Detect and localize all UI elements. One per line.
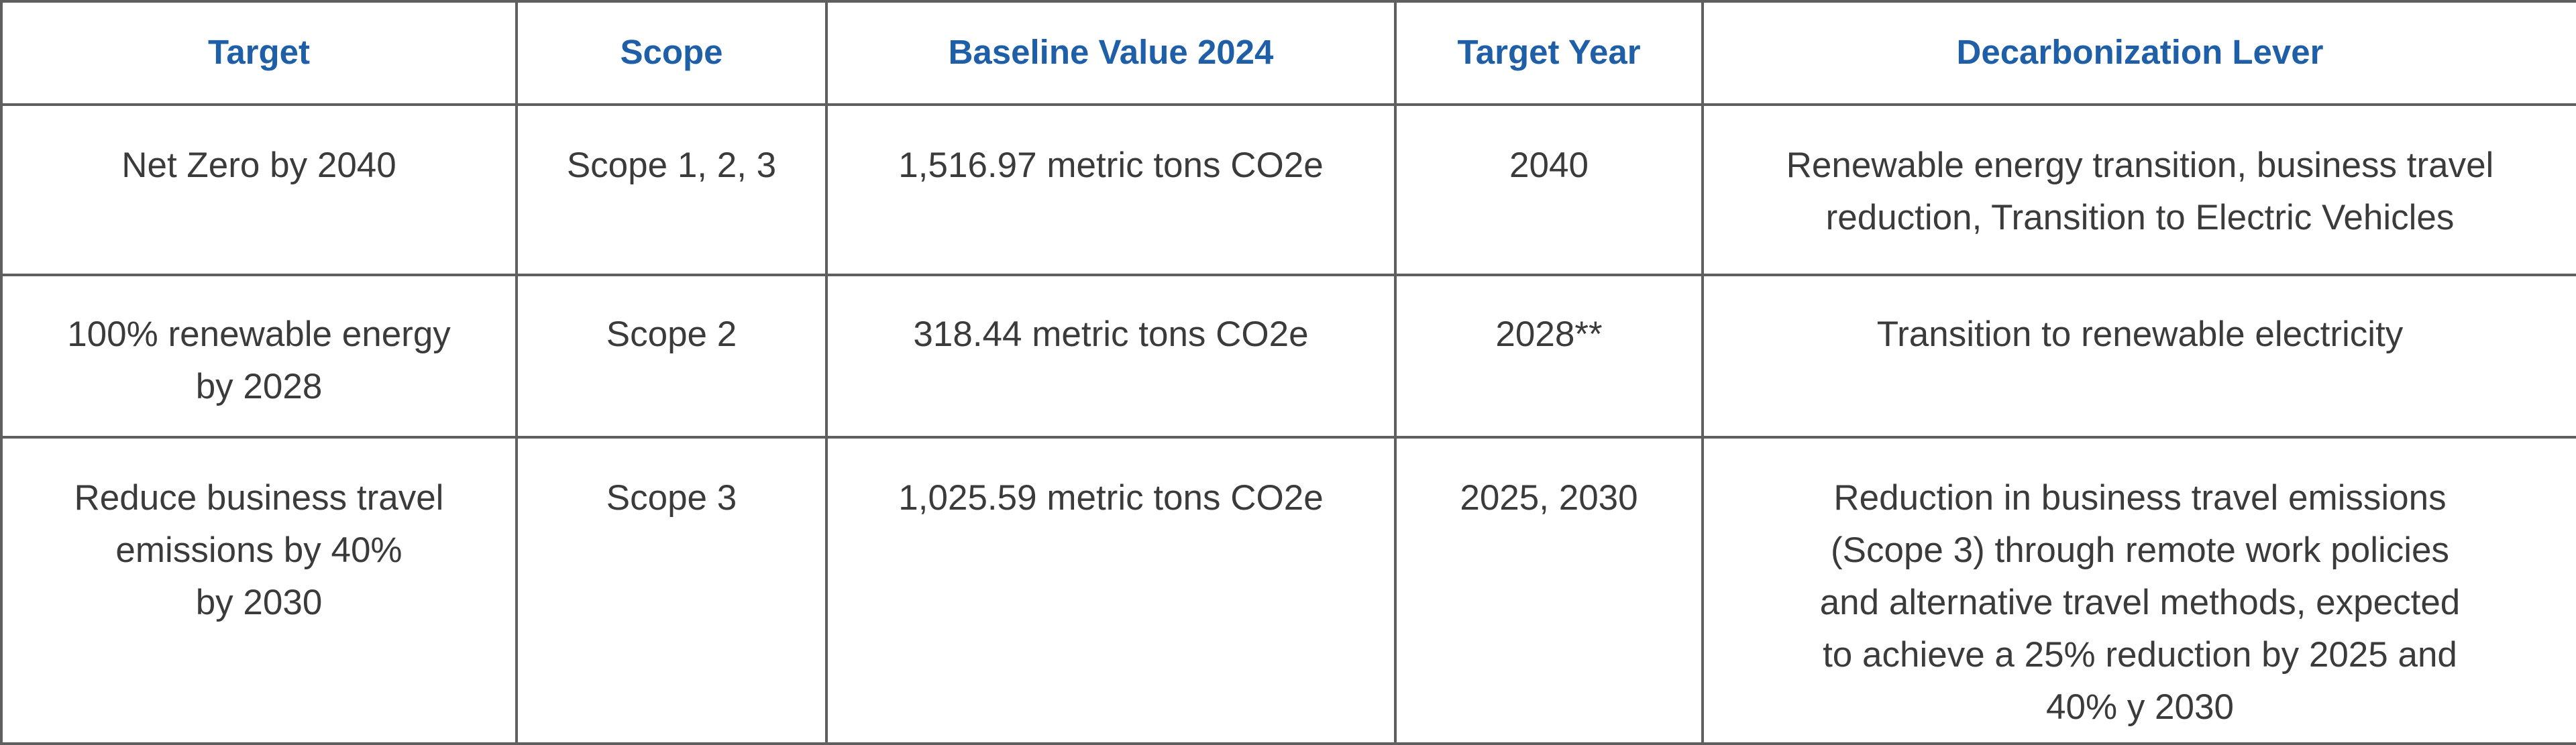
cell-baseline: 1,516.97 metric tons CO2e [825, 103, 1397, 276]
header-target-year: Target Year [1394, 0, 1704, 106]
cell-text: Reduce business travel [74, 478, 444, 518]
header-row: Target Scope Baseline Value 2024 Target … [0, 0, 2576, 106]
cell-text: Transition to renewable electricity [1876, 314, 2404, 354]
cell-scope: Scope 2 [515, 274, 828, 439]
header-scope: Scope [515, 0, 828, 106]
cell-text: (Scope 3) through remote work policies [1830, 530, 2450, 570]
header-decarbonization-lever: Decarbonization Lever [1701, 0, 2576, 106]
cell-text: to achieve a 25% reduction by 2025 and [1823, 635, 2457, 675]
cell-text: Renewable energy transition, business tr… [1786, 146, 2494, 185]
cell-year: 2025, 2030 [1394, 436, 1704, 745]
cell-text: by 2028 [195, 367, 323, 406]
cell-text: reduction, Transition to Electric Vehicl… [1825, 198, 2455, 237]
cell-baseline: 318.44 metric tons CO2e [825, 274, 1397, 439]
cell-text: by 2030 [195, 583, 323, 622]
cell-scope: Scope 1, 2, 3 [515, 103, 828, 276]
cell-year: 2040 [1394, 103, 1704, 276]
header-target: Target [0, 0, 518, 106]
cell-year: 2028** [1394, 274, 1704, 439]
cell-lever: Renewable energy transition, business tr… [1701, 103, 2576, 276]
table-row: Reduce business travel emissions by 40% … [0, 436, 2576, 745]
cell-text: 40% y 2030 [2046, 687, 2234, 727]
cell-target: 100% renewable energy by 2028 [0, 274, 518, 439]
cell-text: 100% renewable energy [67, 314, 451, 354]
cell-text: emissions by 40% [115, 530, 402, 570]
cell-target: Net Zero by 2040 [0, 103, 518, 276]
cell-text: Reduction in business travel emissions [1833, 478, 2447, 518]
cell-target: Reduce business travel emissions by 40% … [0, 436, 518, 745]
cell-baseline: 1,025.59 metric tons CO2e [825, 436, 1397, 745]
cell-lever: Reduction in business travel emissions (… [1701, 436, 2576, 745]
cell-text: and alternative travel methods, expected [1819, 583, 2461, 622]
table-row: 100% renewable energy by 2028 Scope 2 31… [0, 274, 2576, 439]
cell-text: Net Zero by 2040 [121, 146, 396, 185]
table-row: Net Zero by 2040 Scope 1, 2, 3 1,516.97 … [0, 103, 2576, 276]
header-baseline-value: Baseline Value 2024 [825, 0, 1397, 106]
cell-lever: Transition to renewable electricity [1701, 274, 2576, 439]
cell-scope: Scope 3 [515, 436, 828, 745]
